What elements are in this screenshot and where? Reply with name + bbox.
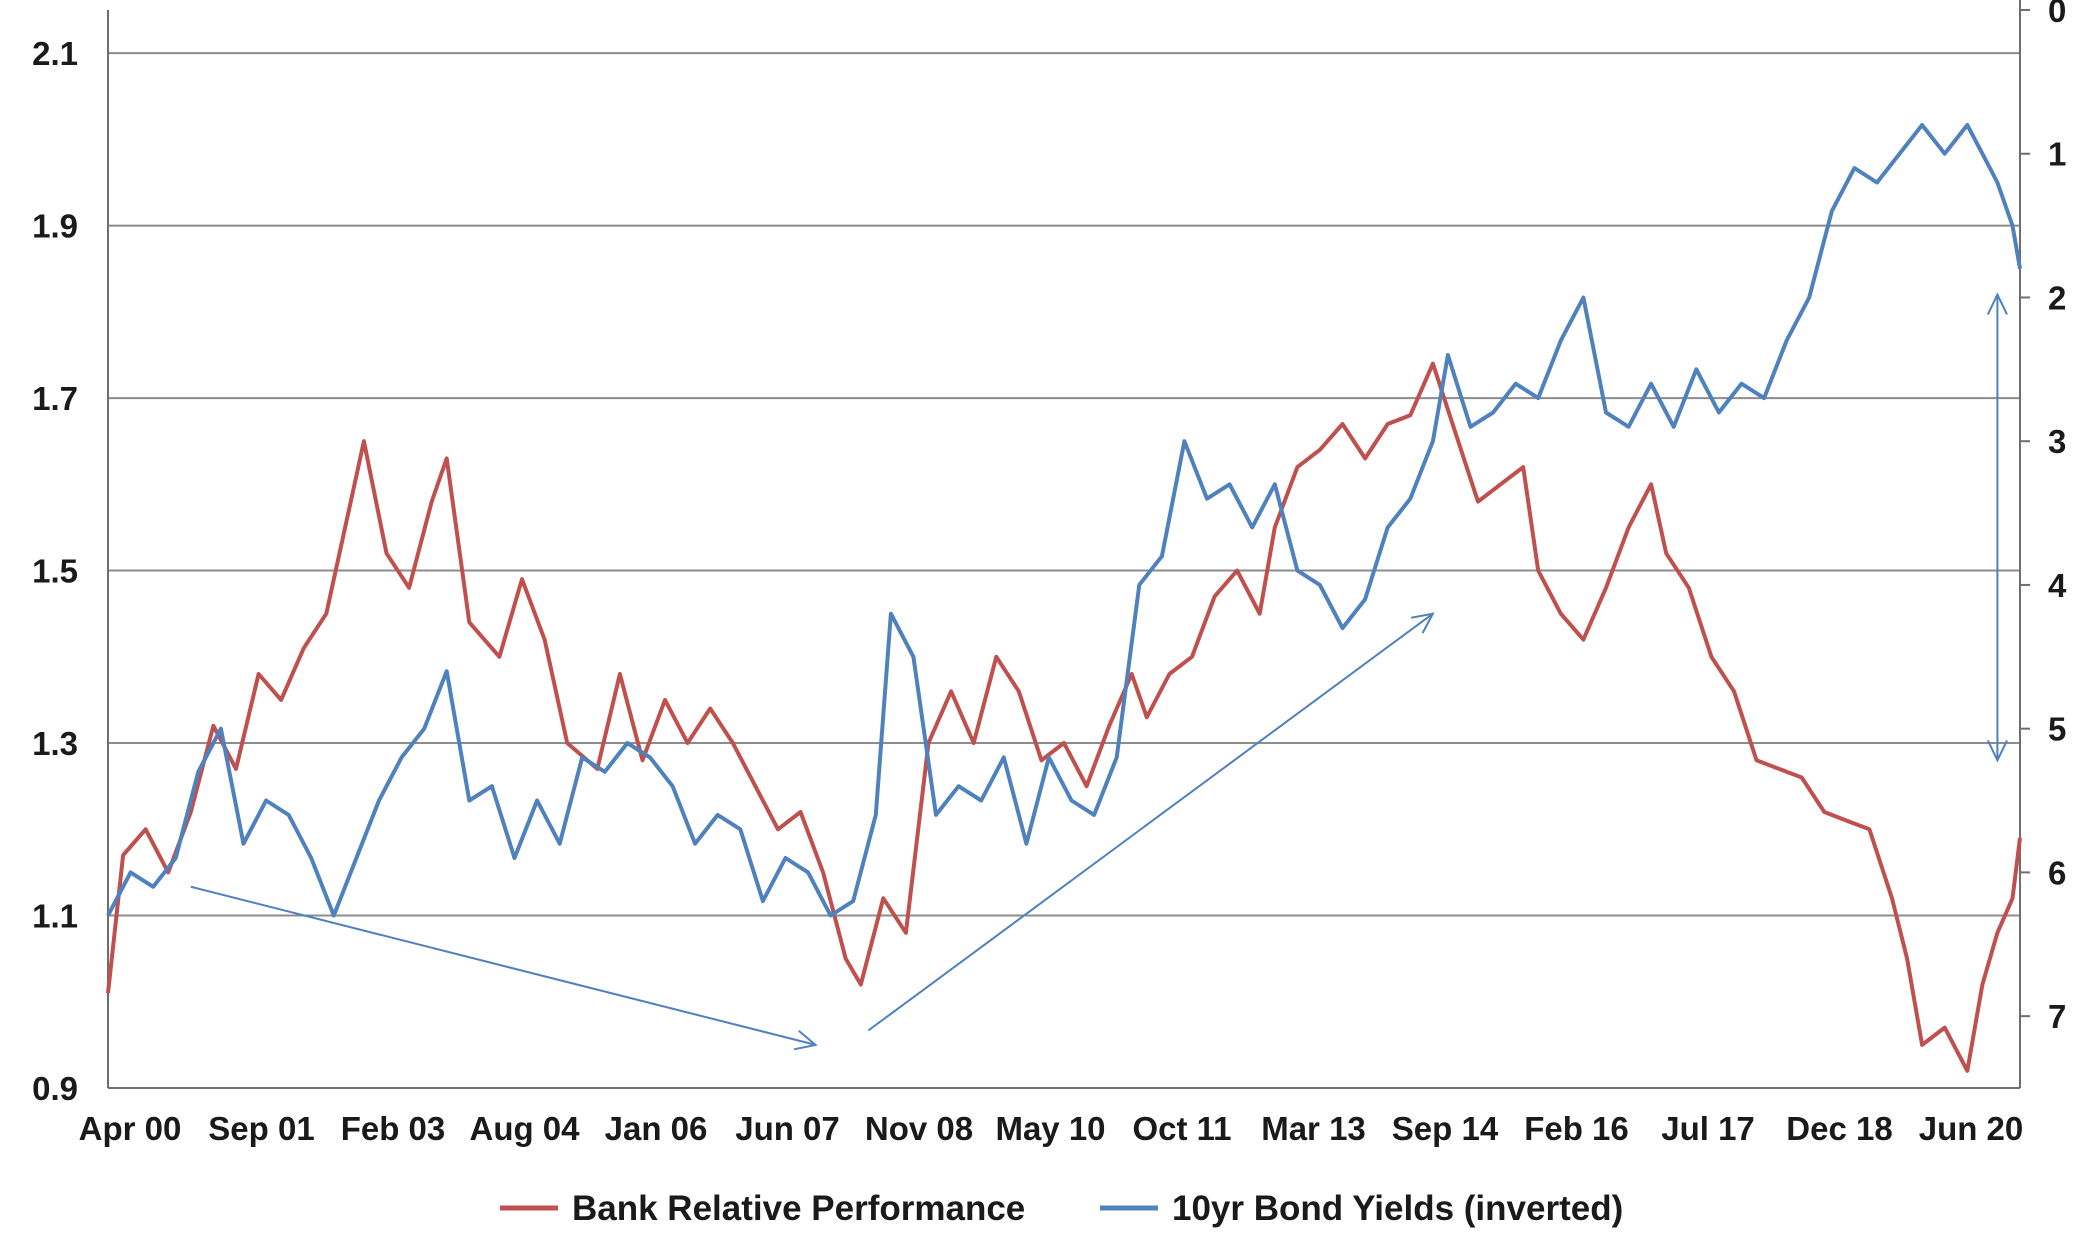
x-tick-label: May 10 bbox=[995, 1110, 1105, 1147]
x-tick-label: Sep 01 bbox=[208, 1110, 314, 1147]
x-tick-label: Jun 20 bbox=[1919, 1110, 2024, 1147]
axes bbox=[107, 0, 2030, 1089]
trend-arrow-head bbox=[1411, 612, 1435, 634]
x-tick-label: Jun 07 bbox=[735, 1110, 840, 1147]
y-right-tick-label: 0 bbox=[2048, 0, 2066, 29]
y-right-tick-label: 2 bbox=[2048, 279, 2066, 316]
x-tick-label: Aug 04 bbox=[469, 1110, 580, 1147]
trend-arrow bbox=[190, 885, 816, 1046]
legend-label-yields: 10yr Bond Yields (inverted) bbox=[1172, 1189, 1623, 1228]
legend: Bank Relative Performance 10yr Bond Yiel… bbox=[500, 1189, 1623, 1228]
y-right-tick-label: 3 bbox=[2048, 423, 2066, 460]
divergence-arrow-head-top bbox=[1986, 292, 2008, 315]
x-tick-label: Sep 14 bbox=[1392, 1110, 1499, 1147]
series-bank-relative-performance bbox=[106, 361, 2022, 1073]
x-tick-label: Feb 03 bbox=[341, 1110, 446, 1147]
y-left-tick-label: 1.5 bbox=[32, 553, 78, 590]
y-right-tick-label: 6 bbox=[2048, 854, 2066, 891]
y-right-tick-label: 4 bbox=[2048, 567, 2067, 604]
series-lines bbox=[106, 123, 2022, 1073]
y-left-tick-label: 1.7 bbox=[32, 380, 78, 417]
legend-label-bank: Bank Relative Performance bbox=[572, 1189, 1025, 1228]
trend-arrow-head bbox=[793, 1029, 818, 1051]
y-left-tick-label: 1.9 bbox=[32, 208, 78, 245]
y-left-tick-label: 1.3 bbox=[32, 725, 78, 762]
annotations bbox=[190, 292, 2008, 1051]
x-tick-label: Feb 16 bbox=[1524, 1110, 1629, 1147]
y-right-tick-label: 7 bbox=[2048, 998, 2066, 1035]
x-tick-label: Apr 00 bbox=[79, 1110, 182, 1147]
y-left-tick-label: 0.9 bbox=[32, 1070, 78, 1107]
x-tick-label: Dec 18 bbox=[1786, 1110, 1892, 1147]
tick-labels: 0.9 1.1 1.3 1.5 1.7 1.9 2.1 0 1 2 3 4 5 6 7 Apr 00 Sep 0… bbox=[32, 0, 2067, 1147]
x-tick-label: Jul 17 bbox=[1661, 1110, 1755, 1147]
gridlines bbox=[108, 52, 2020, 917]
y-left-tick-label: 1.1 bbox=[32, 898, 78, 935]
y-right-tick-label: 5 bbox=[2048, 711, 2066, 748]
x-tick-label: Jan 06 bbox=[605, 1110, 708, 1147]
x-tick-label: Oct 11 bbox=[1132, 1110, 1231, 1147]
y-right-tick-label: 1 bbox=[2048, 136, 2066, 173]
trend-arrow bbox=[867, 612, 1434, 1032]
x-tick-label: Mar 13 bbox=[1261, 1110, 1366, 1147]
divergence-arrow-head-bottom bbox=[1986, 740, 2008, 763]
y-left-tick-label: 2.1 bbox=[32, 35, 78, 72]
series-bond-yields-inverted bbox=[106, 123, 2022, 918]
x-tick-label: Nov 08 bbox=[865, 1110, 973, 1147]
